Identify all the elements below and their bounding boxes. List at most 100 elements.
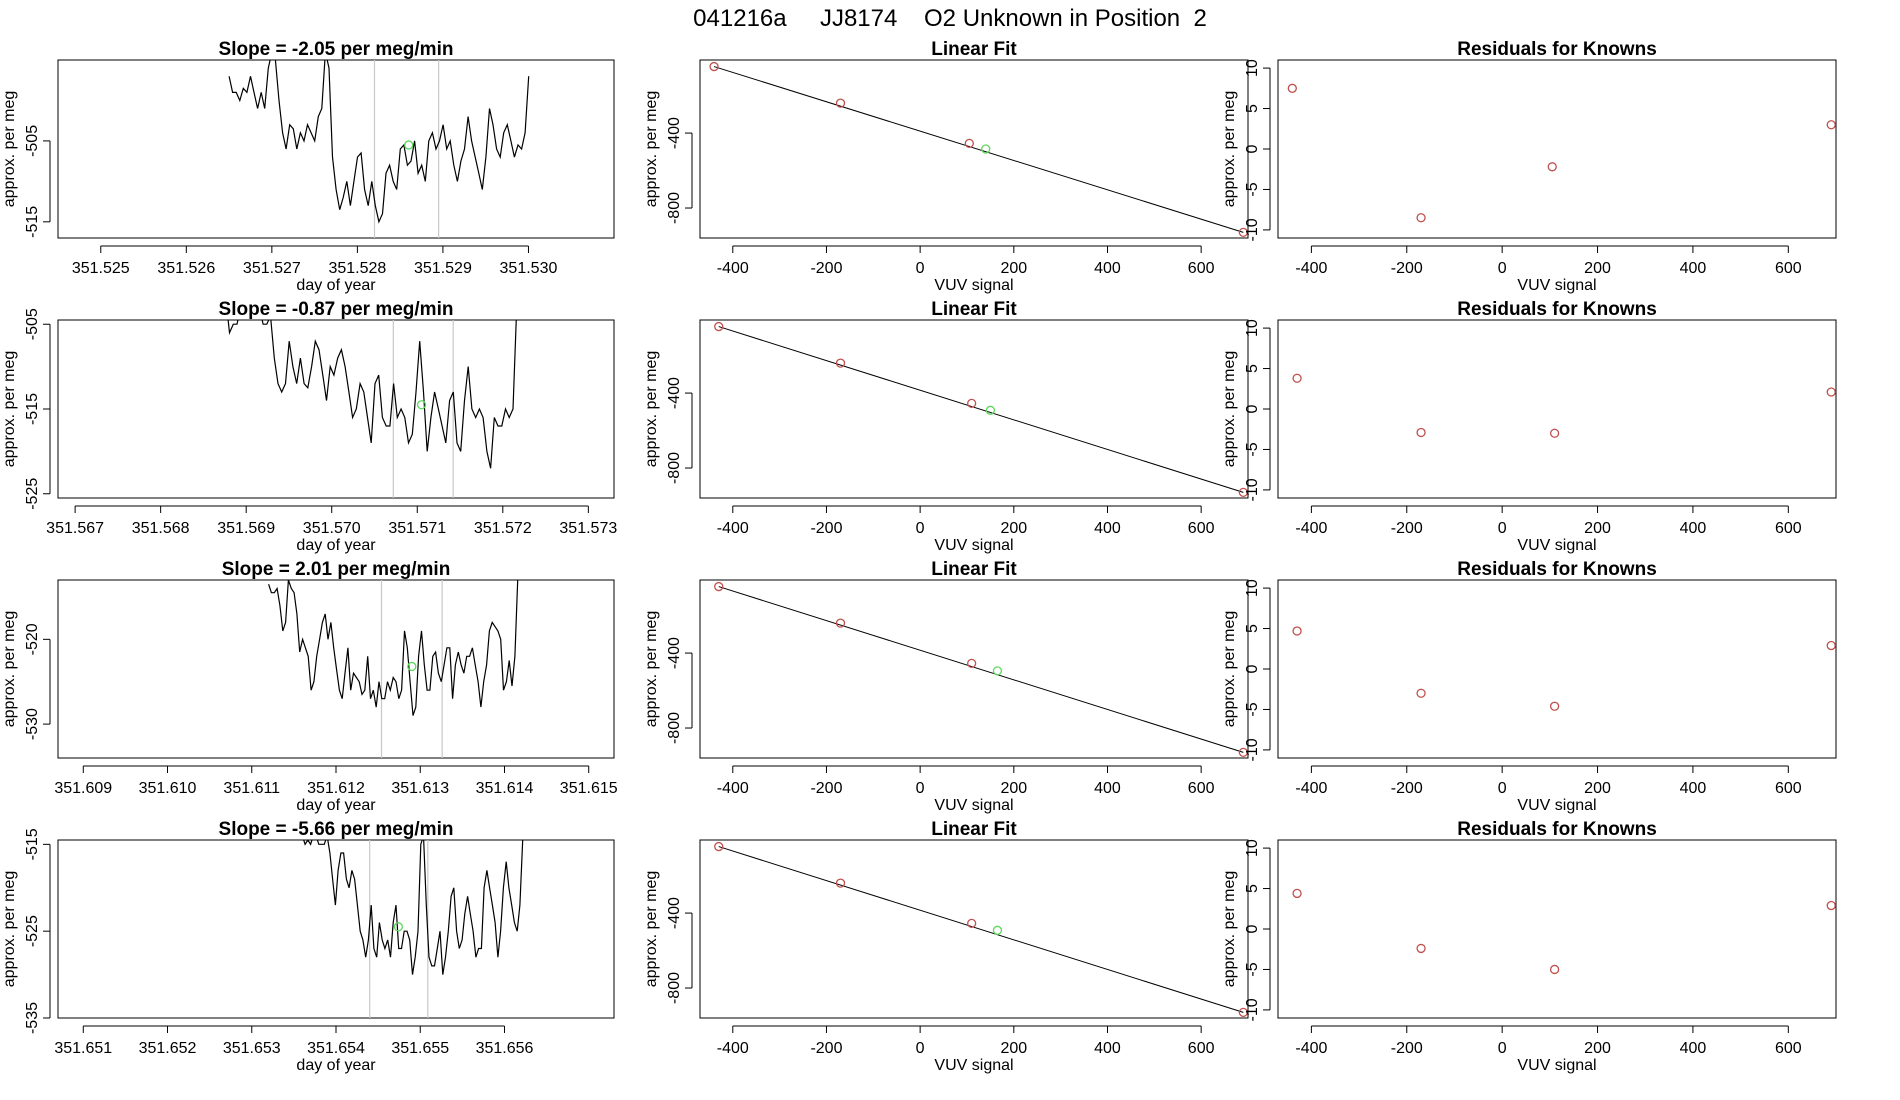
y-tick-label: -10 xyxy=(1244,998,1261,1021)
x-tick-label: 200 xyxy=(1584,520,1611,537)
x-tick-label: 0 xyxy=(1498,260,1507,277)
y-axis-label: approx. per meg xyxy=(1221,351,1238,468)
x-axis-label: VUV signal xyxy=(934,1057,1013,1074)
x-tick-label: 351.609 xyxy=(54,780,112,797)
known-point xyxy=(1549,428,1560,438)
y-tick-label: -505 xyxy=(24,125,41,157)
y-tick-label: -5 xyxy=(1244,702,1261,716)
x-tick-label: 200 xyxy=(1584,1040,1611,1057)
panel-title: Residuals for Knowns xyxy=(1457,299,1657,320)
y-tick-label: 5 xyxy=(1244,624,1261,633)
y-tick-label: 10 xyxy=(1244,59,1261,77)
known-point xyxy=(1292,373,1302,383)
known-point xyxy=(709,61,719,72)
chart-panel-r1-c3: Residuals for Knowns -400 -200 0 200 400 600 VU… xyxy=(1221,39,1837,294)
y-tick-label: -520 xyxy=(24,623,41,655)
x-tick-label: 351.572 xyxy=(474,520,532,537)
x-tick-label: -200 xyxy=(1391,520,1423,537)
panel-title: Residuals for Knowns xyxy=(1457,819,1657,840)
x-axis-label: VUV signal xyxy=(934,797,1013,814)
x-tick-label: 351.528 xyxy=(328,260,386,277)
x-tick-label: 351.613 xyxy=(391,780,449,797)
y-tick-label: 0 xyxy=(1244,664,1261,673)
y-tick-label: -530 xyxy=(24,708,41,740)
plot-frame xyxy=(699,319,1249,499)
chart-panel-r2-c1: Slope = -0.87 per meg/min 351.567 351.568 3… xyxy=(1,299,617,554)
panel-title: Slope = -0.87 per meg/min xyxy=(219,299,454,320)
x-tick-label: 400 xyxy=(1094,260,1121,277)
y-tick-label: 5 xyxy=(1244,884,1261,893)
y-tick-label: -10 xyxy=(1244,218,1261,241)
y-axis-label: approx. per meg xyxy=(1221,871,1238,988)
unknown-point xyxy=(407,661,417,672)
figure-title: 041216a JJ8174 O2 Unknown in Position 2 xyxy=(693,5,1207,32)
known-point xyxy=(1416,688,1426,698)
x-tick-label: -400 xyxy=(717,520,749,537)
x-tick-label: 600 xyxy=(1775,1040,1802,1057)
x-axis-label: VUV signal xyxy=(1517,797,1596,814)
y-axis-label: approx. per meg xyxy=(1,611,18,728)
x-tick-label: 351.568 xyxy=(132,520,190,537)
unknown-point xyxy=(985,405,996,415)
x-axis-label: VUV signal xyxy=(934,537,1013,554)
known-point xyxy=(964,138,974,149)
y-tick-label: -10 xyxy=(1244,478,1261,501)
x-tick-label: 400 xyxy=(1680,780,1707,797)
x-tick-label: -400 xyxy=(717,1040,749,1057)
x-tick-label: 351.567 xyxy=(46,520,104,537)
plot-frame xyxy=(699,59,1249,239)
x-tick-label: 351.529 xyxy=(414,260,472,277)
x-tick-label: 351.654 xyxy=(307,1040,365,1057)
y-tick-label: -800 xyxy=(666,712,683,744)
y-tick-label: 10 xyxy=(1244,839,1261,857)
y-axis-label: approx. per meg xyxy=(643,871,660,988)
unknown-point xyxy=(992,666,1003,676)
plot-frame xyxy=(1277,839,1837,1019)
panel-title: Residuals for Knowns xyxy=(1457,559,1657,580)
known-point xyxy=(1292,888,1302,899)
x-tick-label: 200 xyxy=(1584,260,1611,277)
x-tick-label: 600 xyxy=(1775,520,1802,537)
unknown-point xyxy=(992,925,1003,935)
chart-panel-r1-c1: Slope = -2.05 per meg/min 351.525 351.526 3… xyxy=(1,39,615,294)
x-tick-label: 400 xyxy=(1680,1040,1707,1057)
y-axis-label: approx. per meg xyxy=(643,91,660,208)
y-tick-label: 5 xyxy=(1244,364,1261,373)
x-tick-label: 400 xyxy=(1094,780,1121,797)
x-tick-label: 0 xyxy=(916,1040,925,1057)
known-point xyxy=(967,918,977,929)
known-point xyxy=(714,841,724,852)
y-tick-label: -400 xyxy=(666,897,683,929)
unknown-point xyxy=(393,922,403,932)
chart-panel-r2-c2: Linear Fit -400 -200 0 200 400 600 VUV signal -4… xyxy=(643,299,1249,554)
plot-area xyxy=(714,581,1248,758)
x-tick-label: 0 xyxy=(1498,1040,1507,1057)
x-tick-label: -400 xyxy=(1295,260,1327,277)
x-tick-label: -200 xyxy=(1391,1040,1423,1057)
plot-frame xyxy=(1277,319,1837,499)
chart-panel-r2-c3: Residuals for Knowns -400 -200 0 200 400 600 VU… xyxy=(1221,299,1837,554)
y-axis-label: approx. per meg xyxy=(643,611,660,728)
plot-area xyxy=(1292,373,1836,438)
x-axis-label: day of year xyxy=(296,277,376,294)
y-tick-label: 10 xyxy=(1244,319,1261,337)
x-tick-label: 351.653 xyxy=(223,1040,281,1057)
known-point xyxy=(1287,83,1297,93)
x-tick-label: 600 xyxy=(1188,520,1215,537)
x-tick-label: 351.610 xyxy=(139,780,197,797)
x-axis-label: VUV signal xyxy=(934,277,1013,294)
y-tick-label: -400 xyxy=(666,117,683,149)
known-point xyxy=(835,98,846,108)
data-series-line xyxy=(228,60,530,224)
x-tick-label: 200 xyxy=(1000,1040,1027,1057)
y-tick-label: -535 xyxy=(24,1002,41,1034)
panel-title: Linear Fit xyxy=(931,559,1017,580)
plot-area xyxy=(714,321,1248,498)
y-axis-label: approx. per meg xyxy=(1221,611,1238,728)
y-tick-label: 0 xyxy=(1244,924,1261,933)
fit-line xyxy=(718,326,1244,493)
unknown-point xyxy=(981,144,991,154)
panel-title: Residuals for Knowns xyxy=(1457,39,1657,60)
x-tick-label: 600 xyxy=(1188,780,1215,797)
